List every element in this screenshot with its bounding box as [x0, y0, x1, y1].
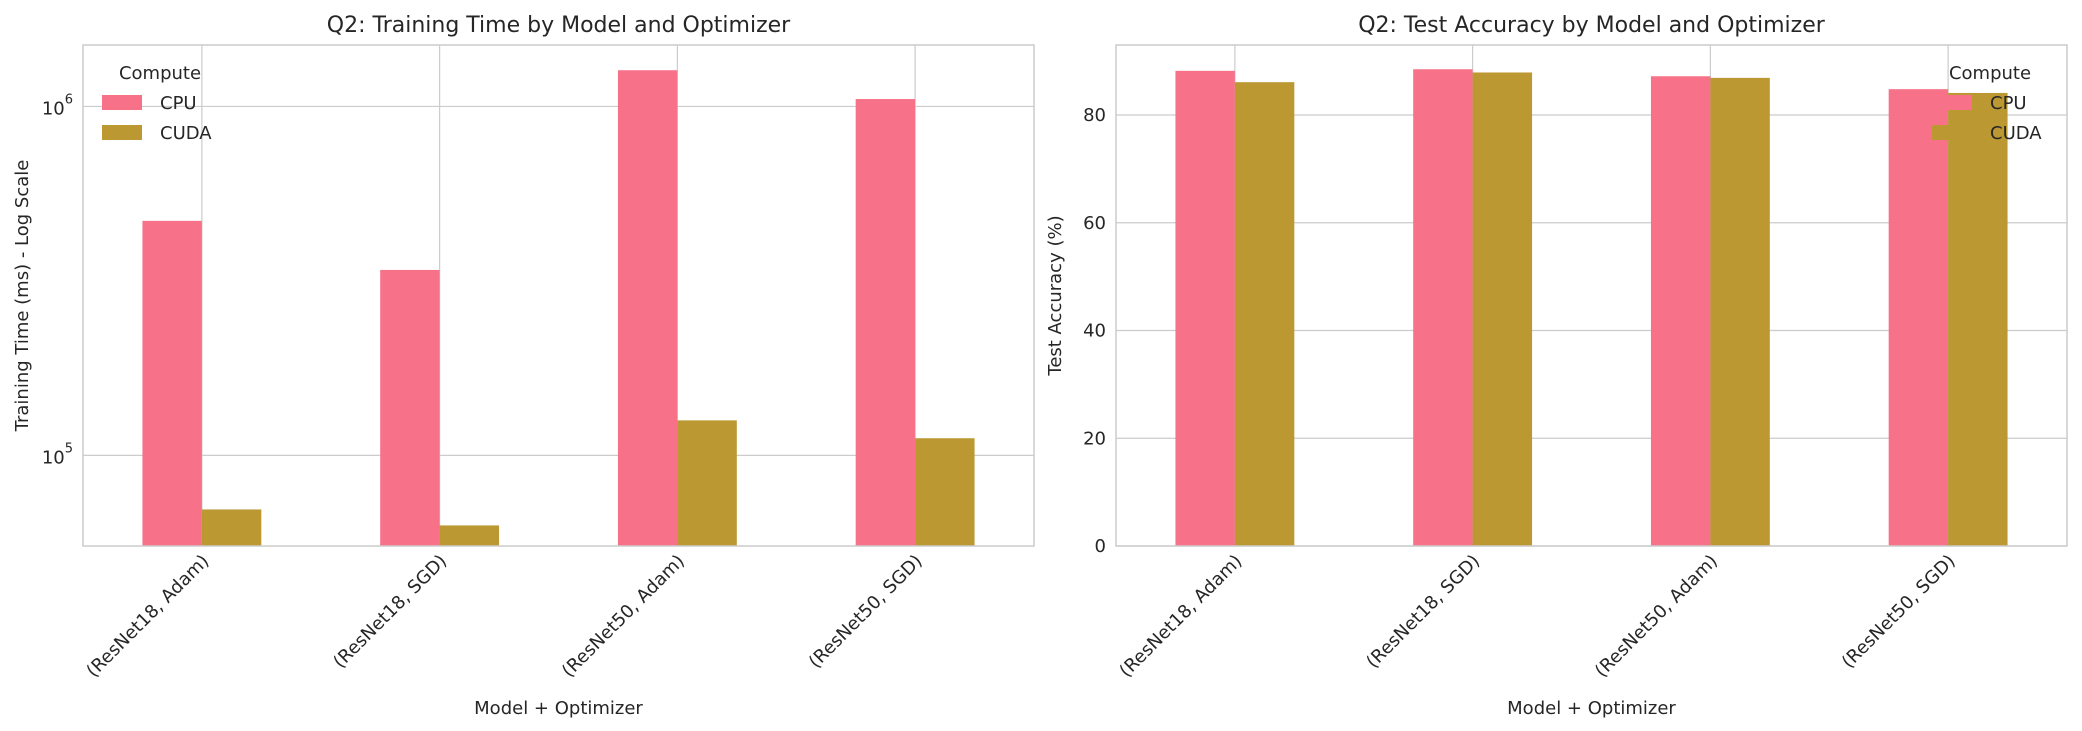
training-time-frame	[82, 44, 1035, 547]
test-accuracy-x-tick-label: (ResNet50, Adam)	[1591, 551, 1722, 682]
test-accuracy-legend: Compute CPU CUDA	[1932, 63, 2042, 144]
training-time-legend: Compute CPU CUDA	[102, 63, 212, 144]
test-accuracy-y-tick-label: 80	[1083, 105, 1106, 126]
test-accuracy-legend-swatch-cpu	[1932, 95, 1972, 110]
test-accuracy-x-axis-label: Model + Optimizer	[1507, 698, 1676, 719]
training-time-legend-title: Compute	[119, 63, 201, 84]
training-time-y-tick-exponent: 6	[65, 92, 73, 107]
test-accuracy-bar-cuda	[1710, 77, 1770, 546]
test-accuracy-x-tick-label: (ResNet50, SGD)	[1838, 551, 1960, 673]
training-time-legend-label-cpu: CPU	[160, 93, 197, 114]
test-accuracy-title: Q2: Test Accuracy by Model and Optimizer	[1358, 13, 1826, 38]
training-time-title: Q2: Training Time by Model and Optimizer	[327, 13, 791, 38]
test-accuracy-x-tick-label: (ResNet18, Adam)	[1115, 551, 1246, 682]
training-time-y-axis-label: Training Time (ms) - Log Scale	[12, 160, 33, 433]
test-accuracy-y-axis-label: Test Accuracy (%)	[1045, 215, 1066, 376]
test-accuracy-y-tick-label: 40	[1083, 321, 1106, 342]
training-time-bar-cuda	[915, 438, 975, 546]
test-accuracy-bar-cpu	[1175, 70, 1235, 546]
training-time-y-tick-exponent: 5	[65, 441, 73, 456]
training-time-bar-cpu	[142, 220, 202, 546]
test-accuracy-bar-cuda	[1948, 92, 2008, 546]
test-accuracy-chart: 0 20 40 60 80 (ResNet18, Adam) (ResNet18, SGD)…	[1045, 13, 2068, 719]
test-accuracy-y-tick-label: 0	[1095, 536, 1106, 557]
test-accuracy-bar-cuda	[1472, 72, 1533, 547]
training-time-legend-swatch-cpu	[102, 95, 142, 110]
test-accuracy-x-tick-label: (ResNet18, SGD)	[1362, 551, 1484, 673]
test-accuracy-legend-title: Compute	[1949, 63, 2031, 84]
test-accuracy-frame	[1115, 44, 2068, 547]
test-accuracy-bar-cpu	[1650, 76, 1711, 546]
training-time-bar-cuda	[439, 525, 500, 546]
test-accuracy-y-tick-label: 60	[1083, 213, 1106, 234]
training-time-bar-cpu	[617, 70, 678, 547]
training-time-x-tick-label: (ResNet18, Adam)	[82, 551, 213, 682]
training-time-y-tick-label: 106	[42, 92, 73, 119]
training-time-y-tick-label: 105	[42, 441, 73, 468]
training-time-x-tick-label: (ResNet50, SGD)	[805, 551, 927, 673]
test-accuracy-bar-cpu	[1888, 89, 1949, 546]
test-accuracy-legend-label-cuda: CUDA	[1990, 123, 2042, 144]
test-accuracy-y-tick-label: 20	[1083, 428, 1106, 449]
training-time-bar-cpu	[855, 99, 916, 546]
training-time-legend-swatch-cuda	[102, 125, 142, 140]
training-time-bar-cuda	[201, 509, 262, 546]
training-time-x-axis-label: Model + Optimizer	[474, 698, 643, 719]
test-accuracy-bar-cpu	[1413, 69, 1473, 546]
training-time-bar-cuda	[677, 420, 737, 546]
test-accuracy-legend-swatch-cuda	[1932, 125, 1972, 140]
training-time-x-tick-label: (ResNet18, SGD)	[329, 551, 451, 673]
test-accuracy-bar-cuda	[1234, 82, 1295, 547]
test-accuracy-legend-label-cpu: CPU	[1990, 93, 2027, 114]
training-time-y-tick-base: 10	[42, 98, 65, 119]
training-time-y-tick-base: 10	[42, 447, 65, 468]
training-time-legend-label-cuda: CUDA	[160, 123, 212, 144]
training-time-x-tick-label: (ResNet50, Adam)	[558, 551, 689, 682]
training-time-bar-cpu	[380, 269, 440, 546]
